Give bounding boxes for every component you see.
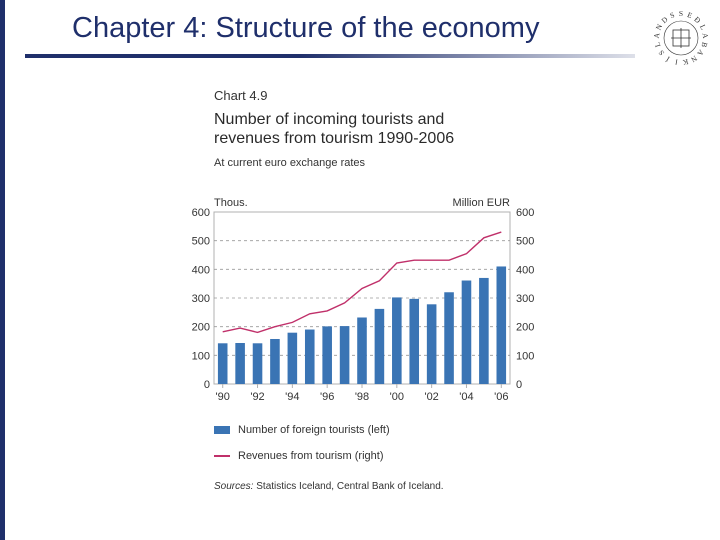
y-tick-label-right: 200	[516, 322, 534, 334]
chart-subtitle: At current euro exchange rates	[214, 157, 366, 169]
y-tick-label-left: 100	[192, 350, 210, 362]
y-tick-label-right: 300	[516, 293, 534, 305]
legend-swatch-bar	[214, 426, 230, 434]
chart-number: Chart 4.9	[214, 88, 268, 103]
seal-letter: S	[669, 10, 676, 20]
seal-letter: Ð	[692, 15, 702, 26]
seal-letter: L	[698, 23, 708, 31]
chart-title-line-1: Number of incoming tourists and	[214, 111, 445, 128]
bar-tourists	[217, 343, 228, 384]
seal-letter: E	[686, 10, 694, 20]
slide-title: Chapter 4: Structure of the economy	[72, 12, 540, 44]
seal-letter: S	[679, 9, 683, 18]
x-tick-label: '92	[250, 391, 264, 403]
bar-tourists	[304, 329, 315, 384]
seal-letter: S	[656, 48, 666, 57]
bar-tourists	[374, 308, 385, 384]
y-tick-label-right: 100	[516, 350, 534, 362]
bar-tourists	[252, 343, 263, 384]
y-axis-unit-right: Million EUR	[453, 197, 511, 209]
y-tick-label-left: 500	[192, 236, 210, 248]
x-tick-label: '90	[216, 391, 230, 403]
bar-tourists	[322, 326, 332, 384]
y-tick-label-left: 400	[192, 264, 210, 276]
seal-letter: A	[652, 32, 662, 39]
x-tick-label: '02	[424, 391, 438, 403]
x-tick-label: '04	[459, 391, 473, 403]
y-tick-label-right: 400	[516, 264, 534, 276]
chart-title-line-2: revenues from tourism 1990-2006	[214, 130, 455, 147]
chart-sources: Sources: Statistics Iceland, Central Ban…	[214, 481, 444, 492]
bar-tourists	[357, 317, 367, 384]
seal-letter: A	[701, 33, 711, 40]
legend-label-tourists: Number of foreign tourists (left)	[238, 424, 390, 436]
bar-tourists	[287, 332, 298, 384]
sources-label: Sources:	[214, 481, 254, 492]
y-tick-label-left: 200	[192, 322, 210, 334]
chart-title: Number of incoming tourists and revenues…	[214, 110, 454, 148]
x-tick-label: '00	[390, 391, 404, 403]
legend-swatch-line	[214, 455, 230, 457]
legend-item-tourists: Number of foreign tourists (left)	[214, 424, 390, 436]
y-tick-label-left: 600	[192, 207, 210, 219]
seal-letter: D	[659, 14, 669, 25]
y-tick-label-right: 600	[516, 207, 534, 219]
seal-letter: Í	[664, 54, 672, 64]
bar-tourists	[339, 326, 350, 384]
bar-tourists	[496, 266, 507, 384]
title-underline	[25, 54, 635, 58]
sources-text: Statistics Iceland, Central Bank of Icel…	[256, 481, 444, 492]
seal-letter: N	[654, 22, 665, 31]
y-tick-label-right: 500	[516, 236, 534, 248]
legend-item-revenues: Revenues from tourism (right)	[214, 450, 384, 462]
seal-letter: N	[689, 54, 699, 65]
seal-letter: L	[652, 41, 662, 48]
bar-tourists	[270, 338, 280, 384]
seal-letter: K	[681, 57, 689, 67]
seal-letter: A	[695, 48, 706, 58]
x-tick-label: '98	[355, 391, 369, 403]
left-accent-bar	[0, 0, 5, 540]
bar-tourists	[444, 292, 454, 384]
y-axis-unit-left: Thous.	[214, 197, 248, 209]
seal-inner-ring	[663, 20, 699, 56]
x-tick-label: '96	[320, 391, 334, 403]
seal-letter: I	[674, 57, 679, 66]
seal-letter: B	[699, 41, 709, 48]
bar-tourists	[479, 277, 489, 384]
bar-tourists	[461, 280, 472, 384]
bar-tourists	[392, 297, 402, 384]
x-tick-label: '06	[494, 391, 508, 403]
y-tick-label-left: 0	[204, 379, 210, 391]
bar-tourists	[409, 298, 420, 384]
x-tick-label: '94	[285, 391, 299, 403]
y-tick-label-left: 300	[192, 293, 210, 305]
legend-label-revenues: Revenues from tourism (right)	[238, 450, 384, 462]
bar-tourists	[235, 343, 245, 384]
bar-tourists	[426, 304, 437, 384]
y-tick-label-right: 0	[516, 379, 522, 391]
line-revenues	[222, 231, 502, 334]
